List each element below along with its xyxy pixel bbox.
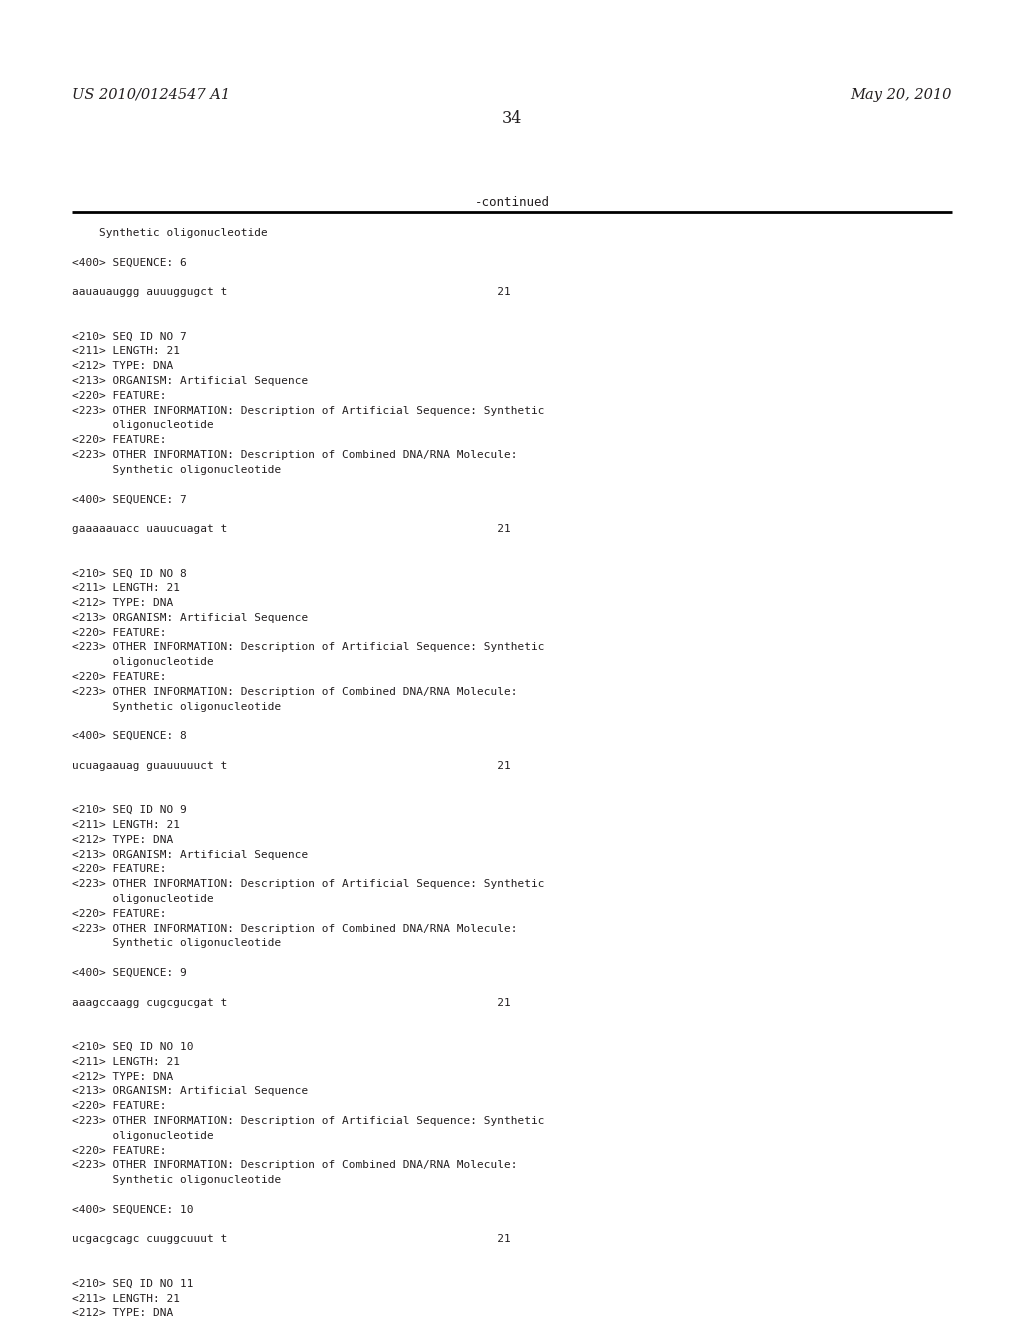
Text: <400> SEQUENCE: 8: <400> SEQUENCE: 8	[72, 731, 186, 742]
Text: Synthetic oligonucleotide: Synthetic oligonucleotide	[72, 465, 282, 475]
Text: <400> SEQUENCE: 7: <400> SEQUENCE: 7	[72, 495, 186, 504]
Text: <211> LENGTH: 21: <211> LENGTH: 21	[72, 820, 180, 830]
Text: oligonucleotide: oligonucleotide	[72, 420, 214, 430]
Text: <223> OTHER INFORMATION: Description of Combined DNA/RNA Molecule:: <223> OTHER INFORMATION: Description of …	[72, 450, 517, 459]
Text: <212> TYPE: DNA: <212> TYPE: DNA	[72, 834, 173, 845]
Text: <212> TYPE: DNA: <212> TYPE: DNA	[72, 362, 173, 371]
Text: <212> TYPE: DNA: <212> TYPE: DNA	[72, 1308, 173, 1319]
Text: ucuagaauag guauuuuuct t                                        21: ucuagaauag guauuuuuct t 21	[72, 760, 511, 771]
Text: <210> SEQ ID NO 11: <210> SEQ ID NO 11	[72, 1279, 194, 1288]
Text: ucgacgcagc cuuggcuuut t                                        21: ucgacgcagc cuuggcuuut t 21	[72, 1234, 511, 1245]
Text: <223> OTHER INFORMATION: Description of Artificial Sequence: Synthetic: <223> OTHER INFORMATION: Description of …	[72, 879, 545, 890]
Text: <210> SEQ ID NO 8: <210> SEQ ID NO 8	[72, 569, 186, 578]
Text: <213> ORGANISM: Artificial Sequence: <213> ORGANISM: Artificial Sequence	[72, 376, 308, 385]
Text: <223> OTHER INFORMATION: Description of Artificial Sequence: Synthetic: <223> OTHER INFORMATION: Description of …	[72, 643, 545, 652]
Text: Synthetic oligonucleotide: Synthetic oligonucleotide	[72, 702, 282, 711]
Text: <220> FEATURE:: <220> FEATURE:	[72, 672, 167, 682]
Text: <210> SEQ ID NO 10: <210> SEQ ID NO 10	[72, 1041, 194, 1052]
Text: <400> SEQUENCE: 10: <400> SEQUENCE: 10	[72, 1205, 194, 1214]
Text: <223> OTHER INFORMATION: Description of Combined DNA/RNA Molecule:: <223> OTHER INFORMATION: Description of …	[72, 1160, 517, 1171]
Text: Synthetic oligonucleotide: Synthetic oligonucleotide	[72, 228, 267, 238]
Text: <223> OTHER INFORMATION: Description of Combined DNA/RNA Molecule:: <223> OTHER INFORMATION: Description of …	[72, 924, 517, 933]
Text: <223> OTHER INFORMATION: Description of Combined DNA/RNA Molecule:: <223> OTHER INFORMATION: Description of …	[72, 686, 517, 697]
Text: <220> FEATURE:: <220> FEATURE:	[72, 436, 167, 445]
Text: <211> LENGTH: 21: <211> LENGTH: 21	[72, 583, 180, 593]
Text: <223> OTHER INFORMATION: Description of Artificial Sequence: Synthetic: <223> OTHER INFORMATION: Description of …	[72, 405, 545, 416]
Text: Synthetic oligonucleotide: Synthetic oligonucleotide	[72, 1175, 282, 1185]
Text: <212> TYPE: DNA: <212> TYPE: DNA	[72, 1072, 173, 1081]
Text: aauauauggg auuuggugct t                                        21: aauauauggg auuuggugct t 21	[72, 288, 511, 297]
Text: US 2010/0124547 A1: US 2010/0124547 A1	[72, 88, 230, 102]
Text: Synthetic oligonucleotide: Synthetic oligonucleotide	[72, 939, 282, 948]
Text: aaagccaagg cugcgucgat t                                        21: aaagccaagg cugcgucgat t 21	[72, 998, 511, 1007]
Text: <210> SEQ ID NO 9: <210> SEQ ID NO 9	[72, 805, 186, 816]
Text: May 20, 2010: May 20, 2010	[851, 88, 952, 102]
Text: <213> ORGANISM: Artificial Sequence: <213> ORGANISM: Artificial Sequence	[72, 850, 308, 859]
Text: <213> ORGANISM: Artificial Sequence: <213> ORGANISM: Artificial Sequence	[72, 612, 308, 623]
Text: <220> FEATURE:: <220> FEATURE:	[72, 1101, 167, 1111]
Text: oligonucleotide: oligonucleotide	[72, 657, 214, 667]
Text: <400> SEQUENCE: 9: <400> SEQUENCE: 9	[72, 968, 186, 978]
Text: <211> LENGTH: 21: <211> LENGTH: 21	[72, 1057, 180, 1067]
Text: <210> SEQ ID NO 7: <210> SEQ ID NO 7	[72, 331, 186, 342]
Text: -continued: -continued	[474, 195, 550, 209]
Text: <223> OTHER INFORMATION: Description of Artificial Sequence: Synthetic: <223> OTHER INFORMATION: Description of …	[72, 1115, 545, 1126]
Text: oligonucleotide: oligonucleotide	[72, 1131, 214, 1140]
Text: <213> ORGANISM: Artificial Sequence: <213> ORGANISM: Artificial Sequence	[72, 1086, 308, 1097]
Text: 34: 34	[502, 110, 522, 127]
Text: <211> LENGTH: 21: <211> LENGTH: 21	[72, 1294, 180, 1304]
Text: gaaaaauacc uauucuagat t                                        21: gaaaaauacc uauucuagat t 21	[72, 524, 511, 535]
Text: <400> SEQUENCE: 6: <400> SEQUENCE: 6	[72, 257, 186, 268]
Text: <212> TYPE: DNA: <212> TYPE: DNA	[72, 598, 173, 609]
Text: <220> FEATURE:: <220> FEATURE:	[72, 865, 167, 874]
Text: oligonucleotide: oligonucleotide	[72, 894, 214, 904]
Text: <220> FEATURE:: <220> FEATURE:	[72, 391, 167, 401]
Text: <220> FEATURE:: <220> FEATURE:	[72, 627, 167, 638]
Text: <211> LENGTH: 21: <211> LENGTH: 21	[72, 346, 180, 356]
Text: <220> FEATURE:: <220> FEATURE:	[72, 1146, 167, 1155]
Text: <220> FEATURE:: <220> FEATURE:	[72, 908, 167, 919]
